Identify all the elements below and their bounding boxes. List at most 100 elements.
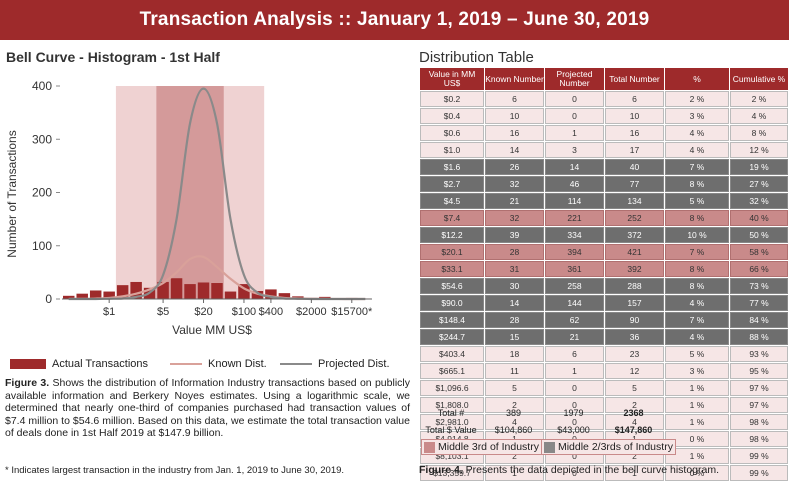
cell-known: 14: [485, 295, 544, 311]
cell-projected: 62: [545, 312, 604, 328]
cell-projected: 394: [545, 244, 604, 260]
total-count-known: 389: [505, 408, 522, 418]
table-row: $0.4 10 0 10 3 % 4 %: [420, 108, 788, 124]
cell-percent: 4 %: [665, 295, 729, 311]
cell-value: $403.4: [420, 346, 484, 362]
histogram-bar: [197, 282, 210, 299]
histogram-bar: [251, 291, 264, 299]
cell-total: 10: [605, 108, 664, 124]
distribution-table: Value in MM US$ Known Number Projected N…: [419, 67, 789, 482]
cell-total: 2: [605, 397, 664, 413]
cell-known: 26: [485, 159, 544, 175]
cell-total: 157: [605, 295, 664, 311]
cell-cumulative: 77 %: [730, 295, 788, 311]
cell-known: 5: [485, 380, 544, 396]
cell-projected: 6: [545, 346, 604, 362]
cell-cumulative: 98 %: [730, 431, 788, 447]
histogram-chart: 0 100 200 300 400 $1 $5 $20 $100 $400 $2000 $15700*…: [5, 79, 373, 337]
cell-cumulative: 58 %: [730, 244, 788, 260]
histogram-title: Bell Curve - Histogram - 1st Half: [6, 49, 220, 65]
legend-known-label: Known Dist.: [208, 358, 267, 370]
y-tick-label: 300: [32, 132, 52, 146]
histogram-bar: [63, 295, 75, 299]
page-title: Transaction Analysis :: January 1, 2019 …: [139, 9, 650, 30]
figure-4-label: Figure 4.: [419, 464, 463, 476]
histogram-bar: [170, 278, 183, 299]
cell-value: $665.1: [420, 363, 484, 379]
header-value: Value in MM US$: [420, 68, 484, 90]
legend-projected: Projected Dist.: [280, 358, 390, 370]
cell-projected: 46: [545, 176, 604, 192]
cell-value: $54.6: [420, 278, 484, 294]
cell-known: 4: [485, 414, 544, 430]
total-count-label: Total #: [437, 408, 465, 418]
cell-projected: 144: [545, 295, 604, 311]
cell-projected: 361: [545, 261, 604, 277]
x-tick-label: $1: [103, 306, 115, 318]
table-row: $1,808.0 2 0 2 1 % 97 %: [420, 397, 788, 413]
cell-total: 5: [605, 380, 664, 396]
table-row: $12.2 39 334 372 10 % 50 %: [420, 227, 788, 243]
cell-percent: 10 %: [665, 227, 729, 243]
cell-percent: 7 %: [665, 244, 729, 260]
cell-value: $2,981.0: [420, 414, 484, 430]
histogram-bar: [265, 289, 277, 299]
histogram-bar: [76, 293, 88, 299]
header-total: Total Number: [605, 68, 664, 90]
histogram-bar: [130, 281, 142, 299]
cell-known: 21: [485, 193, 544, 209]
cell-cumulative: 27 %: [730, 176, 788, 192]
histogram-bar: [116, 285, 129, 299]
cell-total: 421: [605, 244, 664, 260]
table-title: Distribution Table: [419, 49, 534, 66]
cell-known: 31: [485, 261, 544, 277]
cell-cumulative: 98 %: [730, 414, 788, 430]
legend-projected-label: Projected Dist.: [318, 358, 390, 370]
chart-legend: Actual Transactions Known Dist. Projecte…: [10, 358, 410, 374]
middle-third-swatch: [424, 441, 435, 453]
cell-total: 12: [605, 363, 664, 379]
y-tick-label: 400: [32, 79, 52, 93]
cell-known: 32: [485, 210, 544, 226]
x-axis-label: Value MM US$: [172, 323, 252, 337]
cell-projected: 0: [545, 414, 604, 430]
table-row: $7.4 32 221 252 8 % 40 %: [420, 210, 788, 226]
footnote: * Indicates largest transaction in the i…: [5, 465, 345, 476]
cell-value: $1.0: [420, 142, 484, 158]
histogram-bar: [238, 284, 250, 299]
cell-cumulative: 97 %: [730, 397, 788, 413]
cell-projected: 114: [545, 193, 604, 209]
table-row: $4.5 21 114 134 5 % 32 %: [420, 193, 788, 209]
cell-known: 11: [485, 363, 544, 379]
cell-value: $4.5: [420, 193, 484, 209]
figure-4-text: Presents the data depicted in the bell c…: [462, 464, 719, 476]
table-row: $33.1 31 361 392 8 % 66 %: [420, 261, 788, 277]
cell-cumulative: 99 %: [730, 448, 788, 464]
histogram-bar: [89, 290, 102, 299]
middle-third-label: Middle 3rd of Industry: [438, 441, 539, 453]
table-row: $54.6 30 258 288 8 % 73 %: [420, 278, 788, 294]
cell-cumulative: 4 %: [730, 108, 788, 124]
table-row: $1.0 14 3 17 4 % 12 %: [420, 142, 788, 158]
table-row: $90.0 14 144 157 4 % 77 %: [420, 295, 788, 311]
cell-value: $0.4: [420, 108, 484, 124]
table-header-row: Value in MM US$ Known Number Projected N…: [420, 68, 788, 90]
cell-projected: 14: [545, 159, 604, 175]
cell-value: $244.7: [420, 329, 484, 345]
legend-actual-label: Actual Transactions: [52, 358, 148, 370]
cell-known: 16: [485, 125, 544, 141]
x-tick-label: $5: [157, 306, 169, 318]
figure-3-label: Figure 3.: [5, 377, 50, 389]
cell-percent: 4 %: [665, 125, 729, 141]
cell-cumulative: 95 %: [730, 363, 788, 379]
legend-actual: Actual Transactions: [10, 358, 148, 370]
cell-value: $1,808.0: [420, 397, 484, 413]
cell-total: 36: [605, 329, 664, 345]
total-count-projected: 1979: [563, 408, 584, 418]
cell-projected: 334: [545, 227, 604, 243]
cell-value: $2.7: [420, 176, 484, 192]
cell-cumulative: 40 %: [730, 210, 788, 226]
table-row: $2.7 32 46 77 8 % 27 %: [420, 176, 788, 192]
cell-known: 39: [485, 227, 544, 243]
cell-percent: 3 %: [665, 108, 729, 124]
